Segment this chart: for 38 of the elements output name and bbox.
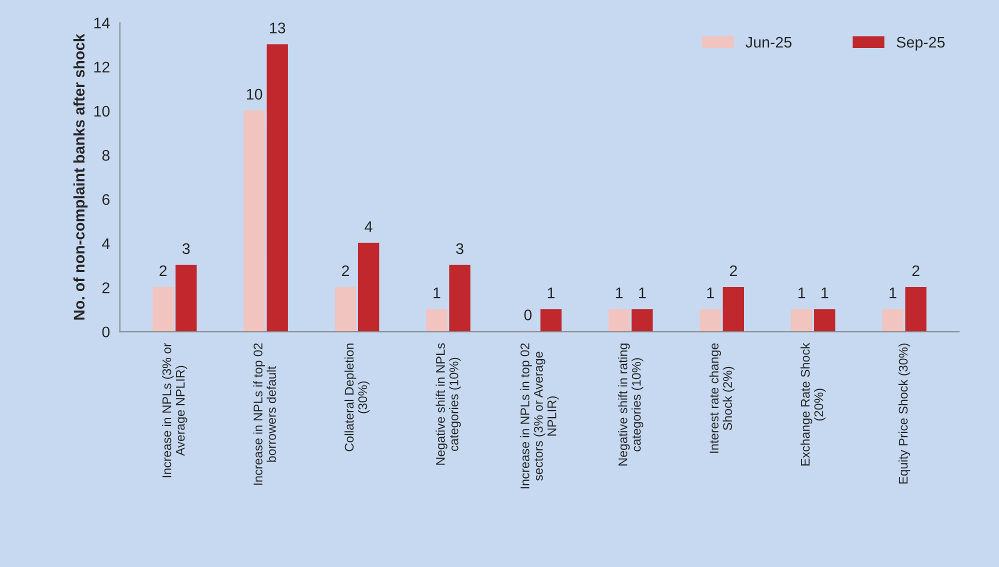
data-label: 1 — [434, 288, 440, 298]
x-tick-label: Interest rate change Shock (2%) — [709, 343, 734, 453]
data-label: 1 — [890, 288, 896, 298]
data-label: 1 — [639, 288, 646, 298]
data-label: 1 — [798, 288, 806, 298]
y-tick-label: 10 — [94, 106, 110, 117]
x-tick-label: Increase in NPLs if top 02 borrowers default — [253, 343, 276, 485]
y-tick-label: 14 — [94, 18, 110, 28]
legend-label: Jun-25 — [746, 36, 792, 48]
x-tick-label: Exchange Rate Shock (20%) — [800, 342, 826, 466]
data-label: 1 — [822, 288, 828, 298]
data-label: 3 — [456, 243, 464, 254]
x-tick-label: Negative shift in rating categories (10%) — [618, 344, 644, 466]
data-label: 2 — [342, 265, 349, 276]
y-tick-label: 6 — [102, 194, 110, 205]
data-label: 1 — [616, 288, 623, 298]
data-label: 10 — [246, 88, 262, 100]
y-tick-label: 4 — [102, 238, 110, 249]
data-label: 1 — [548, 288, 554, 298]
x-tick-label: Increase in NPLs (3% or Average NPLIR) — [162, 343, 188, 478]
x-tick-label: Increase in NPLs in top 02 sectors (3% or Average NPLIR) — [520, 343, 559, 488]
data-label: 2 — [912, 265, 920, 276]
y-axis-title: No. of non-complaint banks after shock — [73, 34, 88, 320]
data-label: 0 — [524, 310, 532, 320]
legend-label: Sep-25 — [896, 36, 945, 51]
y-tick-label: 8 — [102, 150, 110, 161]
y-tick-label: 2 — [102, 282, 110, 294]
y-tick-label: 0 — [102, 326, 110, 338]
data-label: 2 — [730, 265, 737, 276]
x-tick-label: Equity Price Shock (30%) — [898, 344, 910, 484]
data-label: 2 — [160, 265, 167, 276]
x-tick-label: Negative shift in NPLs categories (10%) — [436, 343, 461, 465]
data-label: 3 — [182, 243, 190, 254]
data-label: 13 — [270, 22, 286, 34]
data-label: 4 — [364, 221, 372, 232]
y-tick-label: 12 — [94, 62, 110, 72]
x-tick-label: Collateral Depletion (30%) — [344, 344, 370, 452]
data-label: 1 — [707, 288, 714, 298]
